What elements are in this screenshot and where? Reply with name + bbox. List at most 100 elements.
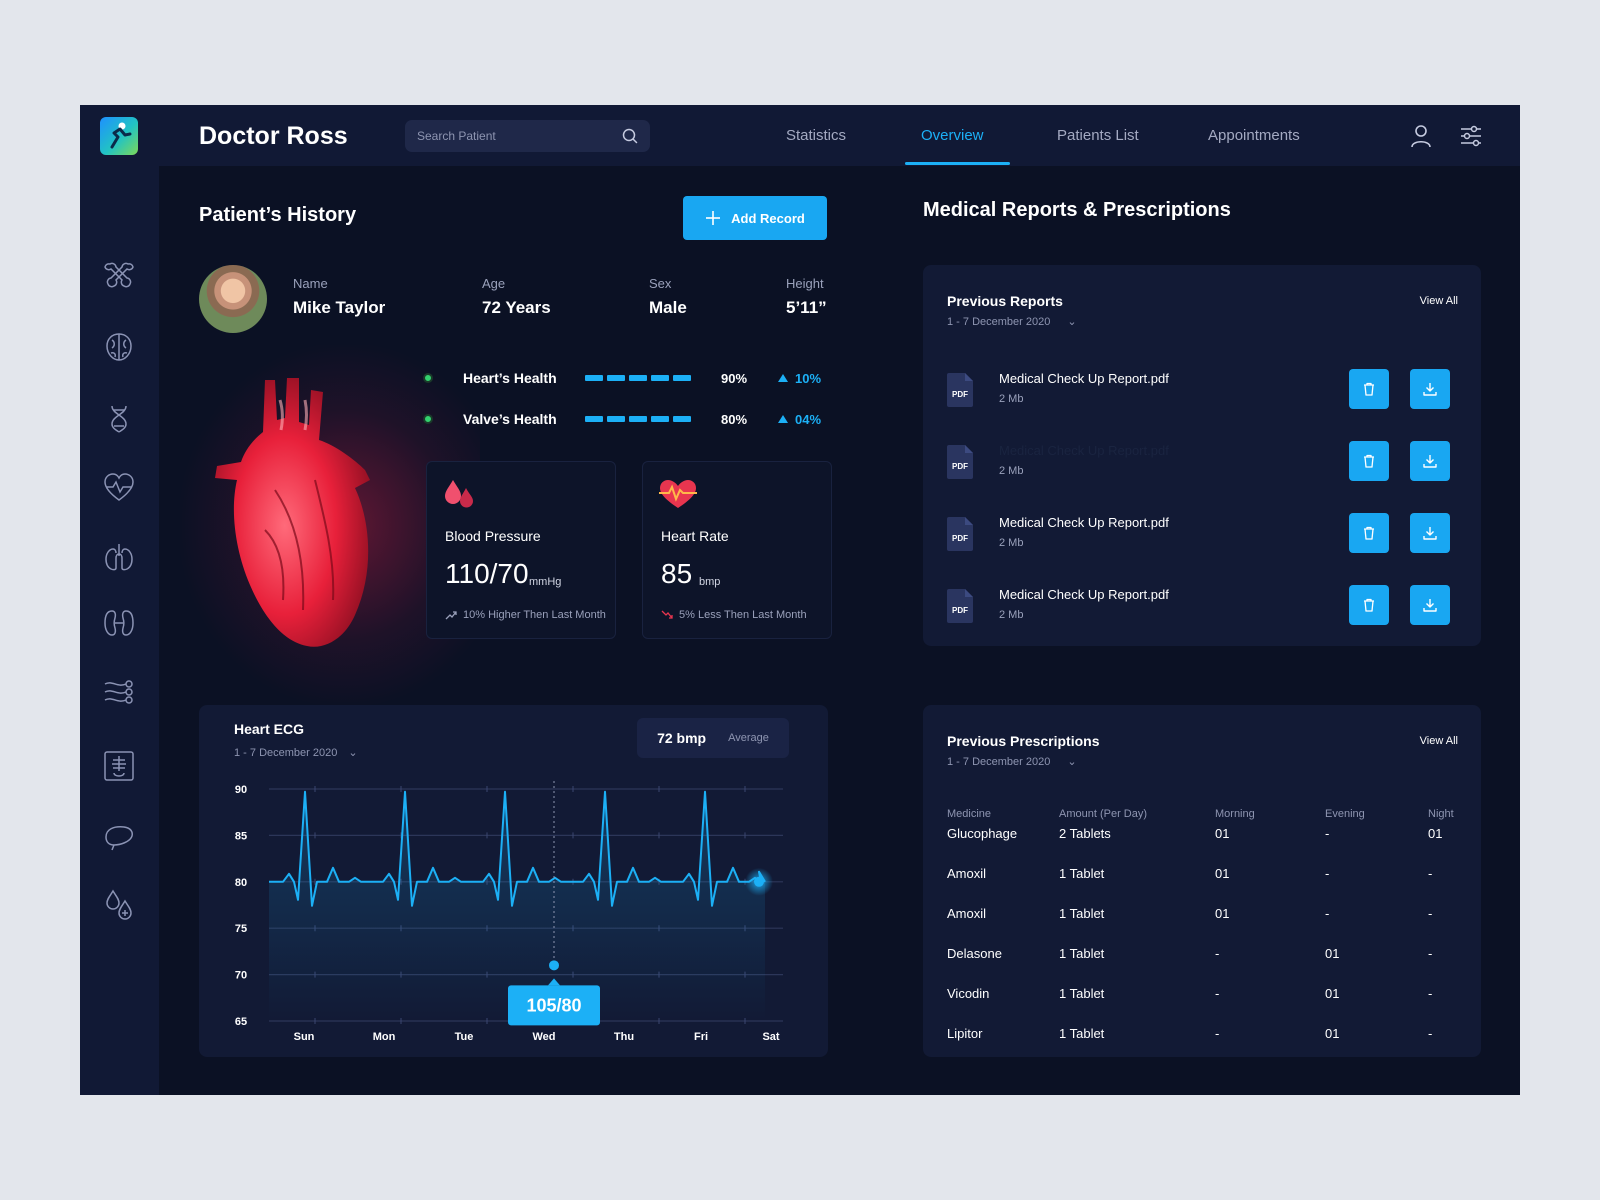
tab-overview[interactable]: Overview <box>921 127 984 144</box>
download-icon <box>1423 599 1437 612</box>
download-report-button[interactable] <box>1410 369 1450 409</box>
report-row[interactable]: PDF Medical Check Up Report.pdf 2 Mb <box>947 513 1457 557</box>
search-icon[interactable] <box>622 128 638 144</box>
y-tick-label: 90 <box>235 784 247 796</box>
tab-statistics[interactable]: Statistics <box>786 127 847 144</box>
x-tick-label: Tue <box>455 1031 474 1043</box>
report-size: 2 Mb <box>999 537 1024 549</box>
bone-icon[interactable] <box>102 258 136 292</box>
table-cell: 01 <box>1325 1026 1340 1041</box>
table-cell: 1 Tablet <box>1059 906 1105 921</box>
patient-history-title: Patient’s History <box>199 204 357 226</box>
doctor-name: Doctor Ross <box>199 122 348 150</box>
heart-health-row: Heart’s Health 90% 10% <box>423 368 821 388</box>
nerves-icon[interactable] <box>102 676 136 710</box>
delete-report-button[interactable] <box>1349 369 1389 409</box>
reports-view-all-link[interactable]: View All <box>1419 295 1458 307</box>
sex-label: Sex <box>649 276 672 291</box>
arrow-up-icon <box>778 374 788 382</box>
search-input[interactable] <box>417 129 622 143</box>
kidneys-icon[interactable] <box>102 606 136 640</box>
pdf-type-label: PDF <box>952 462 968 471</box>
pdf-file-icon: PDF <box>947 517 973 551</box>
chevron-down-icon: ⌄ <box>1067 756 1077 768</box>
table-cell: 01 <box>1325 946 1340 961</box>
delete-report-button[interactable] <box>1349 513 1389 553</box>
age-label: Age <box>482 276 506 291</box>
user-profile-icon[interactable] <box>1408 123 1434 149</box>
table-cell: - <box>1428 906 1433 921</box>
report-row[interactable]: PDF Medical Check Up Report.pdf 2 Mb <box>947 585 1457 629</box>
blood-drops-icon[interactable] <box>102 888 136 922</box>
heart-rate-icon <box>659 480 697 508</box>
report-row[interactable]: PDF Medical Check Up Report.pdf 2 Mb <box>947 369 1457 413</box>
add-record-button[interactable]: Add Record <box>683 196 827 240</box>
column-header: Morning <box>1215 808 1255 820</box>
x-tick-label: Thu <box>614 1031 634 1043</box>
runner-logo-icon <box>110 122 132 149</box>
x-tick-label: Sat <box>762 1031 779 1043</box>
column-header: Medicine <box>947 808 992 820</box>
previous-reports-title: Previous Reports <box>947 293 1063 309</box>
x-tick-label: Fri <box>694 1031 708 1043</box>
dashboard-app: Doctor Ross Statistics Overview Patients… <box>80 105 1520 1095</box>
medicine-name: Lipitor <box>947 1026 983 1041</box>
pdf-file-icon: PDF <box>947 373 973 407</box>
top-bar: Doctor Ross Statistics Overview Patients… <box>80 105 1520 166</box>
table-cell: - <box>1325 826 1330 841</box>
table-cell: - <box>1428 1026 1433 1041</box>
ecg-date-selector[interactable]: 1 - 7 December 2020 ⌄ <box>234 746 358 759</box>
app-logo[interactable] <box>100 117 138 155</box>
trash-icon <box>1364 382 1374 396</box>
report-row[interactable]: PDF Medical Check Up Report.pdf 2 Mb <box>947 441 1457 485</box>
tab-patients-list[interactable]: Patients List <box>1057 127 1139 144</box>
valve-health-change: 04% <box>795 411 822 427</box>
valve-health-bar <box>585 416 721 422</box>
table-cell: - <box>1428 986 1433 1001</box>
delete-report-button[interactable] <box>1349 585 1389 625</box>
brain-icon[interactable] <box>102 330 136 364</box>
y-tick-label: 65 <box>235 1016 247 1028</box>
table-cell: - <box>1325 866 1330 881</box>
medicine-name: Glucophage <box>947 826 1018 841</box>
download-report-button[interactable] <box>1410 585 1450 625</box>
patient-avatar <box>199 265 267 333</box>
pdf-file-icon: PDF <box>947 445 973 479</box>
liver-icon[interactable] <box>102 819 136 853</box>
table-cell: 1 Tablet <box>1059 946 1105 961</box>
prescriptions-view-all-link[interactable]: View All <box>1419 735 1458 747</box>
table-cell: 2 Tablets <box>1059 826 1111 841</box>
download-icon <box>1423 527 1437 540</box>
average-bpm-value: 72 bmp <box>657 730 707 746</box>
report-name: Medical Check Up Report.pdf <box>999 371 1169 386</box>
trash-icon <box>1364 598 1374 612</box>
download-report-button[interactable] <box>1410 513 1450 553</box>
dna-icon[interactable] <box>102 402 136 436</box>
ecg-area <box>269 791 765 1021</box>
blood-pressure-value: 110/70 <box>445 558 529 589</box>
heart-pulse-icon[interactable] <box>102 471 136 505</box>
table-cell: 01 <box>1215 826 1230 841</box>
delete-report-button[interactable] <box>1349 441 1389 481</box>
active-tab-indicator <box>905 162 1010 165</box>
search-bar[interactable] <box>405 120 650 152</box>
medicine-name: Vicodin <box>947 986 990 1001</box>
blood-pressure-card: Blood Pressure 110/70 mmHg 10% Higher Th… <box>426 461 616 639</box>
lungs-icon[interactable] <box>102 540 136 574</box>
xray-icon[interactable] <box>102 749 136 783</box>
table-cell: 01 <box>1215 866 1230 881</box>
table-cell: 1 Tablet <box>1059 986 1105 1001</box>
pdf-type-label: PDF <box>952 534 968 543</box>
heart-health-bar <box>585 375 721 381</box>
table-cell: 01 <box>1215 906 1230 921</box>
reports-date-selector[interactable]: 1 - 7 December 2020 ⌄ <box>947 315 1077 328</box>
settings-sliders-icon[interactable] <box>1458 123 1484 149</box>
trash-icon <box>1364 526 1374 540</box>
download-report-button[interactable] <box>1410 441 1450 481</box>
prescriptions-date-selector[interactable]: 1 - 7 December 2020 ⌄ <box>947 755 1077 768</box>
heart-rate-value: 85 <box>661 558 693 589</box>
table-cell: - <box>1325 906 1330 921</box>
tab-appointments[interactable]: Appointments <box>1208 127 1300 144</box>
heart-rate-card: Heart Rate 85 bmp 5% Less Then Last Mont… <box>642 461 832 639</box>
ecg-line <box>269 790 766 907</box>
